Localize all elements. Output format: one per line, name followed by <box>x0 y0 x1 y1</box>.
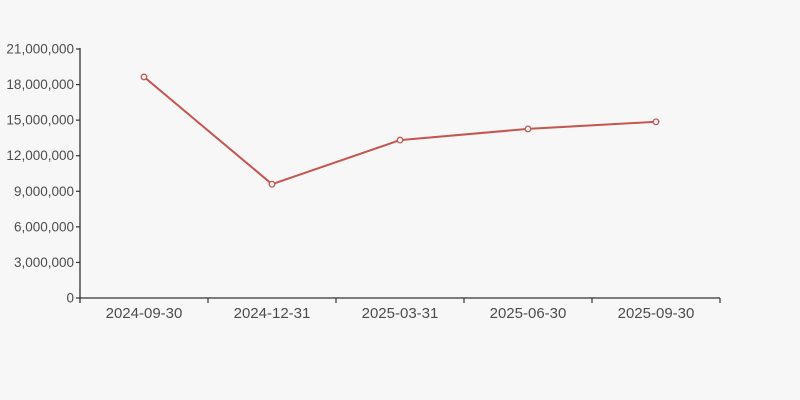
x-tick-label: 2025-03-31 <box>362 305 439 322</box>
x-tick-label: 2025-09-30 <box>618 305 695 322</box>
data-point-marker[interactable] <box>524 125 532 133</box>
data-point-marker[interactable] <box>268 180 276 188</box>
y-tick-label: 0 <box>66 291 74 306</box>
data-point-marker[interactable] <box>652 118 660 126</box>
y-tick-label: 18,000,000 <box>6 77 74 92</box>
x-tick-label: 2025-06-30 <box>490 305 567 322</box>
y-tick-label: 12,000,000 <box>6 148 74 163</box>
data-point-marker[interactable] <box>140 73 148 81</box>
y-tick-label: 15,000,000 <box>6 113 74 128</box>
series-line <box>143 75 657 186</box>
y-tick-label: 3,000,000 <box>14 255 74 270</box>
x-tick-label: 2024-09-30 <box>106 305 183 322</box>
y-tick-label: 6,000,000 <box>14 219 74 234</box>
y-tick-label: 21,000,000 <box>6 42 74 57</box>
y-tick-label: 9,000,000 <box>14 184 74 199</box>
x-tick-label: 2024-12-31 <box>234 305 311 322</box>
data-point-marker[interactable] <box>396 136 404 144</box>
